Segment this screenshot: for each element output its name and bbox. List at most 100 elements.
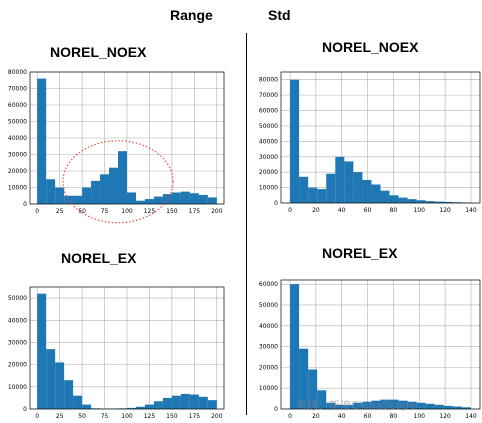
axes-frame <box>29 71 225 205</box>
histogram-bar <box>326 173 336 203</box>
histogram-bar <box>109 167 119 204</box>
y-tick-label: 0 <box>23 201 27 208</box>
histogram-bar <box>299 176 309 203</box>
x-tick-label: 200 <box>211 208 223 215</box>
y-tick-label: 30000 <box>259 154 278 161</box>
x-tick-label: 80 <box>390 413 398 420</box>
y-tick-label: 30000 <box>259 344 278 351</box>
x-tick-label: 100 <box>414 413 426 420</box>
histogram-bar <box>135 200 145 204</box>
histogram-bar <box>461 407 471 409</box>
histogram-bar <box>73 195 83 204</box>
histogram-bar <box>425 201 435 203</box>
y-tick-label: 40000 <box>259 138 278 145</box>
x-tick-label: 40 <box>338 413 346 420</box>
y-tick-label: 40000 <box>8 317 27 324</box>
histogram-bar <box>371 184 381 203</box>
histogram-bar <box>73 395 83 409</box>
y-tick-label: 20000 <box>8 362 27 369</box>
x-tick-label: 140 <box>465 207 477 214</box>
chart-title-std-ex: NOREL_EX <box>322 245 398 261</box>
x-tick-label: 50 <box>78 413 86 420</box>
watermark: 雪球：新浪ChinaScope <box>296 399 416 412</box>
x-tick-label: 200 <box>211 413 223 420</box>
x-tick-label: 0 <box>288 207 292 214</box>
chart-title-range-noex: NOREL_NOEX <box>50 44 147 60</box>
header-range: Range <box>170 7 213 23</box>
histogram-bar <box>198 396 208 409</box>
histogram-bar <box>144 199 154 204</box>
x-tick-label: 25 <box>56 413 64 420</box>
y-tick-label: 50000 <box>8 119 27 126</box>
histogram-bar <box>398 197 408 203</box>
histogram-bar <box>362 401 372 409</box>
y-tick-label: 40000 <box>8 135 27 142</box>
x-tick-label: 100 <box>121 413 133 420</box>
y-tick-label: 50000 <box>259 302 278 309</box>
histogram-bar <box>344 404 354 409</box>
histogram-bar <box>55 187 65 204</box>
histogram-bar <box>144 404 154 409</box>
histogram-bar <box>64 380 74 409</box>
histogram-bar <box>425 403 435 409</box>
x-tick-label: 120 <box>439 207 451 214</box>
histogram-bar <box>82 404 92 409</box>
y-tick-label: 10000 <box>8 185 27 192</box>
histogram-bar <box>308 187 318 203</box>
y-tick-label: 0 <box>23 406 27 413</box>
histogram-bar <box>335 404 345 409</box>
y-tick-label: 50000 <box>8 295 27 302</box>
histogram-bar <box>153 401 163 409</box>
x-tick-label: 20 <box>312 413 320 420</box>
histogram-bar <box>389 399 399 409</box>
y-tick-label: 40000 <box>259 323 278 330</box>
histogram-bar <box>290 284 300 409</box>
y-tick-label: 30000 <box>8 152 27 159</box>
histogram-bar <box>326 402 336 409</box>
x-tick-label: 60 <box>364 207 372 214</box>
histogram-bar <box>371 400 381 409</box>
highlight-ellipse <box>62 140 174 224</box>
x-tick-label: 50 <box>78 208 86 215</box>
y-tick-label: 10000 <box>259 385 278 392</box>
y-tick-label: 50000 <box>259 123 278 130</box>
histogram-bar <box>180 393 190 409</box>
histogram-bar <box>317 189 327 203</box>
histogram-bar <box>290 79 300 203</box>
histogram-bar <box>416 200 426 203</box>
x-tick-label: 75 <box>101 208 109 215</box>
x-tick-label: 100 <box>121 208 133 215</box>
y-tick-label: 0 <box>274 406 278 413</box>
histogram-bar <box>299 348 309 409</box>
header-std: Std <box>268 7 291 23</box>
histogram-bar <box>37 293 47 409</box>
histogram-bar <box>189 193 199 204</box>
x-tick-label: 175 <box>189 413 201 420</box>
histogram-bar <box>416 402 426 409</box>
x-tick-label: 25 <box>56 208 64 215</box>
histogram-bar <box>189 394 199 409</box>
y-tick-label: 70000 <box>8 86 27 93</box>
histogram-bar <box>153 196 163 204</box>
y-tick-label: 80000 <box>8 69 27 76</box>
histogram-bar <box>207 400 217 409</box>
histogram-bar <box>308 369 318 409</box>
x-tick-label: 40 <box>338 207 346 214</box>
y-tick-label: 60000 <box>259 108 278 115</box>
histogram-bar <box>443 201 453 203</box>
y-tick-label: 0 <box>274 200 278 207</box>
x-tick-label: 150 <box>166 413 178 420</box>
y-tick-label: 10000 <box>259 185 278 192</box>
histogram-bar <box>55 362 65 409</box>
x-tick-label: 80 <box>390 207 398 214</box>
histogram-bar <box>443 405 453 409</box>
histogram-bar <box>171 192 181 204</box>
y-tick-label: 20000 <box>8 168 27 175</box>
x-tick-label: 75 <box>101 413 109 420</box>
histogram-bar <box>389 195 399 203</box>
x-tick-label: 0 <box>35 208 39 215</box>
